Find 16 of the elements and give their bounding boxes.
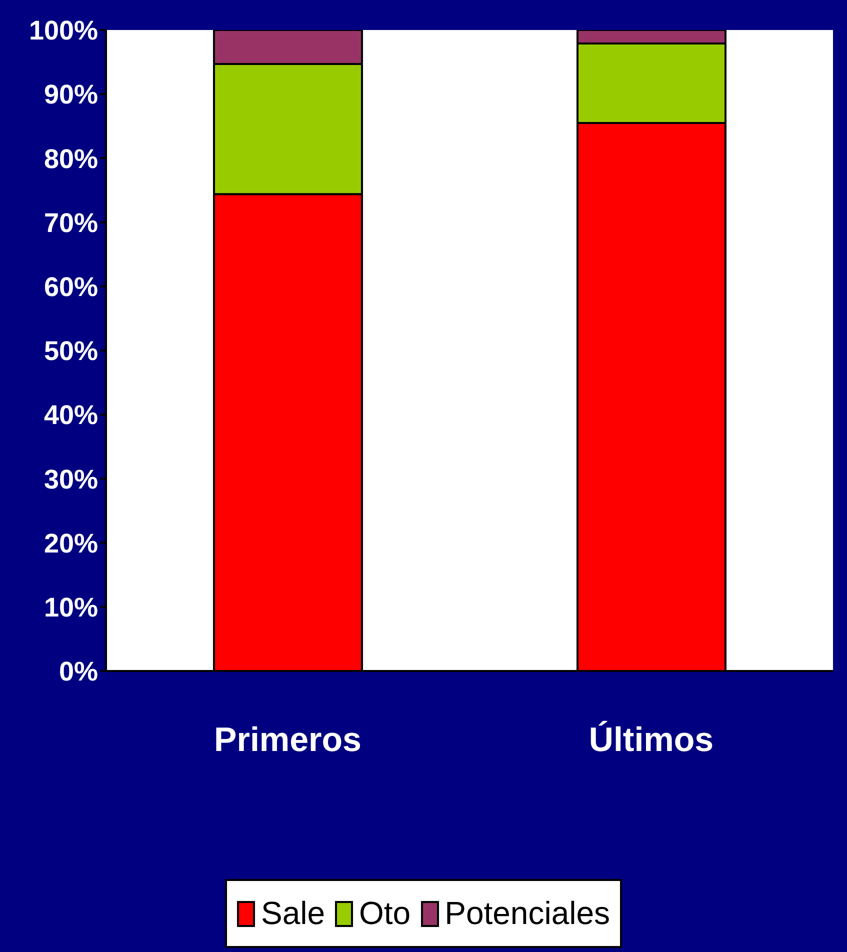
y-tick-label: 100% bbox=[28, 16, 98, 46]
y-tick-label: 0% bbox=[58, 656, 98, 687]
legend-label: Sale bbox=[260, 895, 326, 932]
y-tick-label: 50% bbox=[44, 336, 98, 366]
legend-label: Potenciales bbox=[444, 895, 610, 932]
y-tick-label: 20% bbox=[44, 528, 98, 558]
y-tick-label: 40% bbox=[44, 400, 98, 430]
y-tick-label: 30% bbox=[44, 464, 98, 494]
y-tick-label: 10% bbox=[44, 592, 98, 622]
y-tick-label: 80% bbox=[44, 144, 98, 174]
legend-label: Oto bbox=[359, 895, 411, 932]
y-tick-label: 60% bbox=[44, 272, 98, 302]
y-tick-label: 70% bbox=[44, 208, 98, 238]
y-tick-label: 90% bbox=[44, 80, 98, 110]
x-tick-label: Últimos bbox=[588, 720, 714, 760]
x-tick-label: Primeros bbox=[214, 721, 362, 760]
